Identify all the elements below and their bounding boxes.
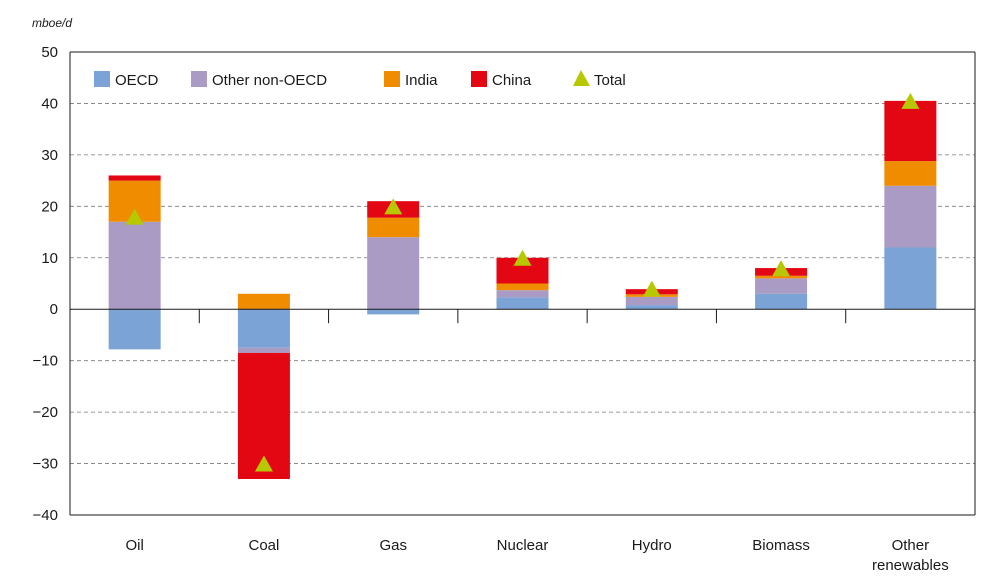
bar-india-gas xyxy=(367,217,420,238)
y-tick-label: −30 xyxy=(33,456,58,473)
x-tick-label: Biomass xyxy=(752,537,810,554)
total-marker-biomass xyxy=(772,260,791,277)
bar-other-non-oecd-other-renewables xyxy=(884,185,937,248)
axes: −40 −30 −20 −10 0 10 20 30 40 50 Oil Coal Gas Nuclear… xyxy=(33,44,976,574)
bar-oecd-coal xyxy=(237,309,290,348)
x-tick-label: renewables xyxy=(872,557,949,574)
bar-india-other-renewables xyxy=(884,161,937,186)
y-tick-label: −10 xyxy=(33,353,58,370)
bar-other-non-oecd-oil xyxy=(108,221,161,310)
bar-china-oil xyxy=(108,175,161,181)
y-axis-unit-label: mboe/d xyxy=(32,16,72,30)
legend-label-india: India xyxy=(405,72,438,89)
bar-oecd-gas xyxy=(367,309,420,315)
bar-india-biomass xyxy=(755,275,808,279)
bar-other-non-oecd-nuclear xyxy=(496,290,549,298)
total-marker-oil xyxy=(125,208,144,225)
bar-other-non-oecd-coal xyxy=(237,347,290,353)
legend-swatch-other-non-oecd xyxy=(191,71,207,87)
bar-other-non-oecd-biomass xyxy=(755,278,808,294)
bar-china-other-renewables xyxy=(884,100,937,162)
x-tick-label: Other xyxy=(892,537,930,554)
bar-india-coal xyxy=(237,293,290,310)
y-tick-label: 40 xyxy=(41,95,58,112)
y-tick-label: 20 xyxy=(41,198,58,215)
bars xyxy=(108,100,937,479)
legend: OECD Other non-OECD India China Total xyxy=(94,70,626,89)
bar-oecd-nuclear xyxy=(496,297,549,310)
x-tick-label: Gas xyxy=(379,537,407,554)
y-tick-label: 0 xyxy=(50,301,58,318)
total-marker-other-renewables xyxy=(901,92,920,109)
legend-label-oecd: OECD xyxy=(115,72,159,89)
bar-other-non-oecd-gas xyxy=(367,237,420,310)
bar-oecd-biomass xyxy=(755,293,808,310)
legend-swatch-oecd xyxy=(94,71,110,87)
total-marker-hydro xyxy=(642,280,661,297)
total-marker-gas xyxy=(384,198,403,215)
x-tick-label: Oil xyxy=(125,537,143,554)
legend-swatch-india xyxy=(384,71,400,87)
total-marker-coal xyxy=(254,455,273,472)
y-tick-label: 50 xyxy=(41,44,58,61)
bar-oecd-hydro xyxy=(625,305,678,310)
x-tick-label: Nuclear xyxy=(497,537,549,554)
x-tick-label: Hydro xyxy=(632,537,672,554)
bar-other-non-oecd-hydro xyxy=(625,296,678,306)
legend-label-china: China xyxy=(492,72,532,89)
bar-india-nuclear xyxy=(496,283,549,291)
bar-oecd-oil xyxy=(108,309,161,350)
y-tick-label: 10 xyxy=(41,250,58,267)
total-marker-nuclear xyxy=(513,249,532,266)
legend-label-other-non-oecd: Other non-OECD xyxy=(212,72,327,89)
y-tick-label: −40 xyxy=(33,507,58,524)
y-tick-label: 30 xyxy=(41,147,58,164)
total-markers xyxy=(125,92,920,472)
legend-label-total: Total xyxy=(594,72,626,89)
legend-swatch-china xyxy=(471,71,487,87)
x-tick-label: Coal xyxy=(248,537,279,554)
legend-swatch-total xyxy=(573,70,590,86)
bar-oecd-other-renewables xyxy=(884,247,937,310)
y-tick-label: −20 xyxy=(33,404,58,421)
